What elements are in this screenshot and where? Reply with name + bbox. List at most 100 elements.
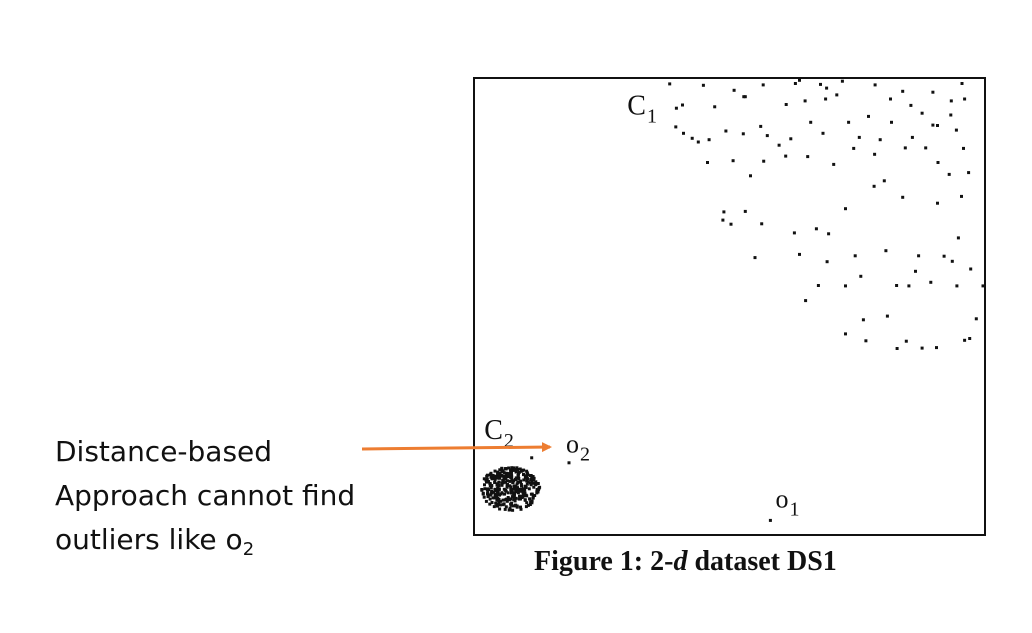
cluster-c2-point-16 <box>517 477 521 480</box>
data-point-s0-17 <box>713 105 717 109</box>
data-point-s0-89 <box>816 284 820 287</box>
cluster-c2-point-168 <box>529 483 533 487</box>
data-point-s0-8 <box>825 86 829 90</box>
cluster-c2-point-129 <box>482 495 486 499</box>
cluster-c2-point-297 <box>513 468 517 471</box>
cluster-c2-point-316 <box>535 489 539 493</box>
data-point-s0-58 <box>873 152 877 156</box>
cluster-c2-point-250 <box>498 503 502 507</box>
data-point-s0-76 <box>882 179 886 183</box>
data-point-s0-60 <box>924 146 928 150</box>
cluster-c2-point-313 <box>506 496 510 499</box>
cluster-c2-point-143 <box>533 482 537 486</box>
cluster-c2-point-277 <box>509 503 513 507</box>
cluster-c2-point-219 <box>496 476 499 480</box>
data-point-s0-45 <box>878 138 882 142</box>
cluster-c2-point-57 <box>488 502 492 506</box>
cluster-c2-point-95 <box>501 503 505 507</box>
cluster-c2-point-69 <box>530 501 534 505</box>
cluster-c2-point-241 <box>514 503 518 507</box>
cluster-c2-point-303 <box>486 487 490 491</box>
data-point-s0-2 <box>732 88 736 92</box>
cluster-c2-point-259 <box>490 489 494 493</box>
cluster-c2-point-307 <box>532 485 536 489</box>
data-point-s0-80 <box>753 256 757 260</box>
cluster-c2-point-161 <box>514 496 518 500</box>
cluster-c2-point-294 <box>513 498 516 502</box>
cluster-c2-point-180 <box>511 481 515 485</box>
cluster-c2-point-162 <box>532 481 535 485</box>
cluster-c2-point-298 <box>522 494 526 497</box>
data-point-s0-81 <box>798 252 801 256</box>
cluster-c2-point-216 <box>484 499 488 503</box>
data-point-s0-94 <box>917 254 921 258</box>
cluster-c2-point-305 <box>531 475 535 478</box>
data-point-s0-35 <box>724 129 728 133</box>
cluster-c2-point-194 <box>519 497 522 501</box>
cluster-c2-point-246 <box>500 469 504 473</box>
plot-frame <box>473 77 986 536</box>
cluster-c2-point-70 <box>525 501 529 505</box>
cluster-c2-point-125 <box>510 487 514 491</box>
data-point-s0-106 <box>920 346 924 350</box>
cluster-c2-point-186 <box>506 479 509 483</box>
data-point-s0-64 <box>947 172 951 176</box>
data-point-s0-59 <box>903 146 907 150</box>
cluster-c2-point-249 <box>529 481 533 485</box>
annotation-line-2: Approach cannot find <box>55 479 356 512</box>
data-point-s0-26 <box>920 111 924 115</box>
cluster-c2-point-286 <box>522 472 526 476</box>
data-point-s0-101 <box>974 317 978 321</box>
data-point-s0-73 <box>827 232 831 236</box>
plot-label-subscript: 2 <box>580 444 590 466</box>
data-point-s0-43 <box>847 120 851 124</box>
plot-label-o1: o1 <box>776 485 800 521</box>
cluster-c2-point-204 <box>512 479 516 483</box>
data-point-s0-74 <box>844 207 847 211</box>
cluster-c2-point-262 <box>530 499 534 503</box>
cluster-c2-point-240 <box>526 473 530 476</box>
cluster-c2-point-152 <box>498 493 501 497</box>
cluster-c2-point-137 <box>525 469 529 473</box>
data-point-s0-47 <box>910 135 914 139</box>
cluster-c2-point-256 <box>494 496 498 500</box>
cluster-c2-point-58 <box>523 498 527 502</box>
cluster-c2-point-261 <box>491 496 495 500</box>
annotation-line-1: Distance-based <box>55 435 273 468</box>
cluster-c2-point-292 <box>507 466 511 470</box>
cluster-c2-point-193 <box>486 490 490 494</box>
cluster-c2-point-280 <box>482 477 486 481</box>
cluster-c2-point-141 <box>492 505 496 509</box>
cluster-c2-point-103 <box>510 470 513 474</box>
annotation-arrow <box>361 442 552 453</box>
data-point-s0-31 <box>682 131 685 135</box>
cluster-c2-point-209 <box>516 490 519 494</box>
cluster-c2-point-317 <box>530 477 534 481</box>
cluster-c2-point-276 <box>504 471 508 475</box>
plot-label-main: C <box>627 91 646 122</box>
data-point-s0-29 <box>963 97 967 101</box>
data-point-s1-4 <box>520 484 523 488</box>
cluster-c2-point-163 <box>512 494 516 498</box>
data-point-s0-15 <box>674 106 678 110</box>
cluster-c2-point-301 <box>524 493 528 497</box>
cluster-c2-point-300 <box>501 498 505 502</box>
cluster-c2-point-62 <box>519 507 523 511</box>
data-point-s0-96 <box>955 284 959 288</box>
cluster-c2-point-187 <box>528 503 532 506</box>
data-point-s0-99 <box>885 314 889 318</box>
data-point-s0-0 <box>668 82 672 86</box>
cluster-c2-point-304 <box>486 495 490 498</box>
cluster-c2-point-253 <box>510 495 514 499</box>
cluster-c2-point-166 <box>508 479 512 483</box>
data-point-s2-0 <box>567 461 571 465</box>
data-point-s0-88 <box>804 299 808 303</box>
plot-label-subscript: 1 <box>790 499 800 521</box>
data-point-s0-65 <box>967 171 971 175</box>
data-point-s0-100 <box>929 280 933 284</box>
cluster-c2-point-117 <box>524 505 528 509</box>
data-point-s0-95 <box>950 259 954 263</box>
cluster-c2-point-223 <box>514 476 518 480</box>
data-point-s0-105 <box>904 339 908 343</box>
cluster-c2-point-235 <box>516 468 519 472</box>
